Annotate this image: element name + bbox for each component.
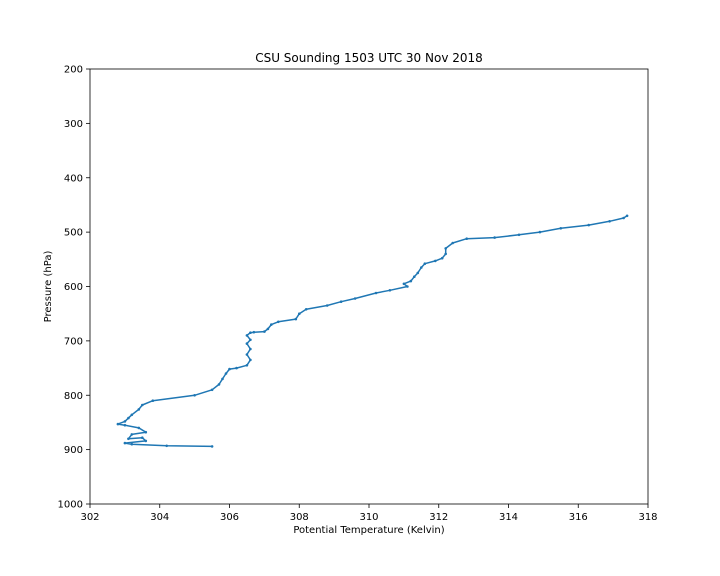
data-point — [137, 426, 141, 430]
data-point — [141, 436, 144, 440]
data-point — [249, 358, 252, 362]
data-point — [127, 416, 130, 420]
data-point — [127, 437, 130, 441]
x-tick-label: 304 — [150, 512, 169, 523]
y-tick-label: 900 — [64, 445, 83, 456]
data-point — [270, 323, 273, 326]
data-point — [123, 423, 127, 427]
data-point — [465, 237, 469, 240]
data-point — [625, 214, 629, 218]
data-point — [151, 399, 155, 403]
y-axis-label: Pressure (hPa) — [43, 251, 54, 323]
data-point — [420, 266, 423, 269]
y-tick-label: 500 — [64, 228, 83, 239]
data-point — [294, 317, 298, 321]
y-tick-label: 1000 — [58, 500, 83, 511]
data-point — [325, 304, 329, 307]
data-point — [440, 256, 444, 260]
data-point — [221, 377, 224, 381]
y-tick-label: 300 — [64, 119, 83, 130]
data-points — [116, 214, 629, 448]
data-point — [423, 262, 427, 266]
y-tick-label: 400 — [64, 173, 83, 184]
data-point — [245, 334, 249, 337]
data-point — [266, 327, 270, 331]
data-point — [235, 366, 238, 370]
data-point — [210, 445, 214, 448]
y-tick-label: 700 — [64, 336, 83, 347]
data-point — [228, 367, 231, 371]
data-point — [263, 330, 266, 333]
data-point — [116, 422, 120, 426]
data-point — [137, 408, 141, 411]
x-tick-label: 316 — [569, 512, 588, 523]
data-point — [144, 439, 148, 443]
data-point — [409, 279, 413, 283]
data-point — [353, 297, 357, 300]
data-point — [402, 282, 406, 286]
data-point — [559, 227, 563, 230]
data-point — [141, 403, 144, 407]
data-point — [123, 441, 127, 445]
x-tick-label: 302 — [80, 512, 99, 523]
data-point — [416, 271, 420, 275]
x-axis-ticks: 302 304 306 308 310 312 314 316 318 — [80, 504, 658, 523]
x-tick-label: 318 — [638, 512, 657, 523]
data-point — [304, 308, 308, 311]
data-point — [165, 444, 168, 448]
data-point — [406, 285, 409, 288]
data-point — [434, 259, 437, 263]
data-point — [130, 433, 134, 436]
y-tick-label: 800 — [64, 391, 83, 402]
x-tick-label: 308 — [290, 512, 309, 523]
data-point — [224, 372, 228, 375]
data-point — [517, 233, 521, 237]
x-tick-label: 312 — [429, 512, 448, 523]
y-tick-label: 200 — [64, 65, 83, 76]
data-point — [217, 383, 221, 386]
data-point — [130, 413, 134, 417]
data-point — [245, 342, 249, 345]
data-point — [444, 252, 448, 256]
data-point — [249, 347, 252, 351]
x-tick-label: 310 — [359, 512, 378, 523]
data-point — [277, 320, 280, 324]
data-point — [587, 223, 590, 227]
data-point — [493, 236, 496, 239]
data-point — [388, 289, 392, 292]
data-point — [123, 420, 127, 423]
data-point — [339, 300, 343, 304]
data-point — [249, 331, 252, 335]
data-point — [130, 442, 134, 446]
x-axis-label: Potential Temperature (Kelvin) — [293, 525, 444, 536]
data-point — [538, 230, 542, 234]
data-point — [608, 220, 611, 223]
y-axis-ticks: 200 300 400 500 600 700 800 900 1000 — [58, 65, 90, 511]
data-point — [249, 338, 252, 342]
data-point — [193, 394, 196, 397]
data-point — [444, 247, 448, 250]
data-point — [210, 388, 214, 392]
chart-title: CSU Sounding 1503 UTC 30 Nov 2018 — [255, 51, 483, 65]
data-point — [413, 275, 416, 279]
data-point — [245, 353, 249, 356]
data-point — [622, 216, 625, 220]
data-point — [144, 430, 148, 434]
data-point — [374, 291, 378, 295]
x-tick-label: 306 — [220, 512, 239, 523]
data-point — [252, 330, 256, 334]
data-point — [451, 241, 455, 245]
data-point — [298, 312, 301, 316]
data-point — [245, 364, 249, 367]
y-tick-label: 600 — [64, 282, 83, 293]
x-tick-label: 314 — [499, 512, 518, 523]
